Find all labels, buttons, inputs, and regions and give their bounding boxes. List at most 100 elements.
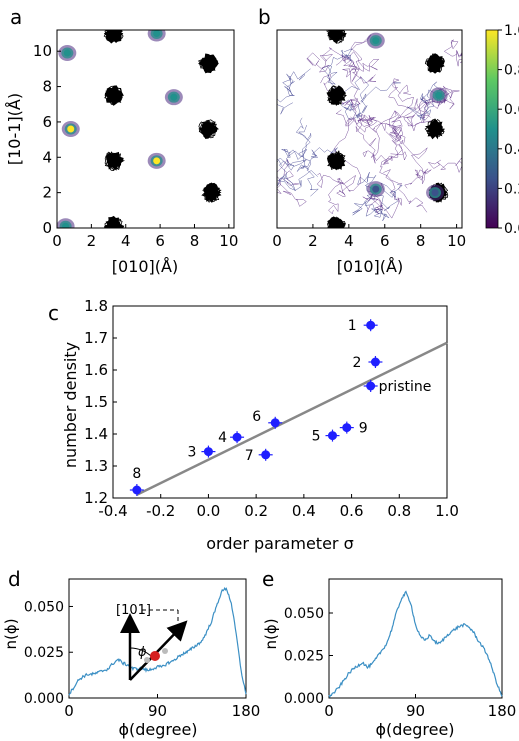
frame [68, 578, 247, 699]
density-peak [153, 157, 161, 165]
y-tick-label: 0.025 [24, 645, 64, 661]
trajectory-path [350, 116, 407, 165]
site-cluster [199, 119, 219, 140]
y-tick-label: 1.3 [84, 457, 108, 475]
y-tick-label: 1.5 [84, 393, 108, 411]
y-tick-label: 4 [42, 148, 52, 166]
x-tick-label: -0.4 [98, 502, 127, 520]
x-tick-label: 180 [488, 702, 517, 720]
colorbar-tick-label: 1.0 [504, 23, 519, 39]
x-tick-label: 0.8 [387, 502, 411, 520]
colorbar-tick-label: 0.2 [504, 181, 519, 197]
x-tick-label: 0.0 [196, 502, 220, 520]
site-cluster [327, 85, 347, 105]
data-point [327, 431, 337, 441]
inset-axis-label: [101] [116, 603, 151, 618]
density-peak [63, 49, 71, 57]
data-point [232, 432, 242, 442]
colorbar [485, 29, 499, 229]
panel-label-a: a [10, 5, 22, 29]
panel-c-frame [112, 305, 448, 499]
panel-label-b: b [258, 5, 271, 29]
trajectory-path [352, 182, 403, 222]
x-tick-label: 10 [447, 232, 466, 250]
site-cluster [106, 218, 125, 228]
point-label: 6 [252, 409, 261, 425]
site-cluster [104, 216, 124, 228]
inset-hydrogen-atom-2 [162, 648, 168, 654]
trajectory-path [357, 113, 382, 158]
x-tick-label: 6 [380, 232, 390, 250]
y-tick-label: 1.6 [84, 361, 108, 379]
y-tick-label: 1.4 [84, 425, 108, 443]
panel-a-axes: 0 2 4 6 8 10 0 2 4 6 8 10 [33, 42, 238, 250]
density-peak [372, 37, 380, 45]
panel-d-inset: [101] ϕ [116, 603, 188, 681]
x-tick-label: 8 [190, 232, 200, 250]
point-label: 5 [312, 429, 321, 445]
trajectory-path [277, 117, 311, 171]
site-cluster [424, 53, 445, 73]
panel-c-ylabel: number density [61, 342, 80, 468]
point-label: 3 [188, 445, 197, 461]
colorbar-tick-label: 0.0 [504, 221, 519, 237]
trajectory-path [379, 123, 428, 213]
colorbar-tick-label: 0.8 [504, 63, 519, 79]
x-tick-label: 180 [232, 702, 261, 720]
trajectory-path [403, 97, 433, 132]
panel-a-frame [56, 29, 235, 229]
y-tick-label: 1.8 [84, 297, 108, 315]
trajectory-path [407, 81, 443, 121]
trajectory-path [277, 158, 307, 207]
series-line [68, 586, 247, 696]
site-cluster [327, 30, 346, 44]
x-tick-label: 2 [87, 232, 97, 250]
y-tick-label: 1.7 [84, 329, 108, 347]
site-cluster [426, 55, 445, 74]
data-point [132, 485, 142, 495]
density-peak [153, 30, 161, 38]
colorbar-tick-label: 0.4 [504, 142, 519, 158]
panel-d-line: 0 90 180 0.000 0.025 0.050 [24, 578, 261, 720]
x-tick-label: 0 [272, 232, 282, 250]
panel-c-scatter: -0.4 -0.2 0.0 0.2 0.4 0.6 0.8 1.0 1.2 1.3 1.4 1.5 1.… [84, 297, 459, 520]
inset-oxygen-atom [150, 651, 160, 661]
panel-d-xlabel: ϕ(degree) [118, 720, 197, 739]
panel-a-xlabel: [010](Å) [112, 257, 178, 276]
panel-b-axes: 0 2 4 6 8 10 [272, 224, 466, 250]
x-tick-label: 1.0 [435, 502, 459, 520]
panel-e-xlabel: ϕ(degree) [375, 720, 454, 739]
trajectory-path [321, 48, 369, 99]
x-tick-label: 2 [308, 232, 318, 250]
point-label: 1 [348, 318, 357, 334]
site-cluster [104, 151, 124, 172]
x-tick-label: 6 [155, 232, 165, 250]
x-tick-label: 8 [416, 232, 426, 250]
trajectory-path [277, 159, 319, 197]
trajectory-path [392, 127, 432, 189]
site-cluster [424, 118, 445, 140]
data-point [370, 357, 380, 367]
x-tick-label: 10 [219, 232, 238, 250]
fit-line [136, 341, 448, 496]
data-point [270, 418, 280, 428]
point-label: 9 [359, 421, 368, 437]
point-label: 7 [245, 448, 254, 464]
trajectory-path [340, 82, 401, 119]
y-tick-label: 0.000 [24, 691, 64, 707]
trajectory-path [306, 47, 377, 84]
point-label: 8 [132, 466, 141, 482]
inset-hydrogen-atom [144, 657, 150, 663]
density-peak [170, 93, 178, 101]
panel-b-frame [276, 29, 463, 229]
site-cluster [104, 151, 126, 171]
panel-label-c: c [48, 301, 59, 325]
trajectory-path [316, 172, 357, 215]
colorbar-ticks: 1.0 0.8 0.6 0.4 0.2 0.0 [498, 23, 519, 237]
site-cluster [199, 54, 219, 74]
trajectory-path [296, 125, 338, 172]
y-tick-label: 2 [42, 184, 52, 202]
site-cluster [104, 30, 124, 44]
point-label: 2 [353, 355, 362, 371]
